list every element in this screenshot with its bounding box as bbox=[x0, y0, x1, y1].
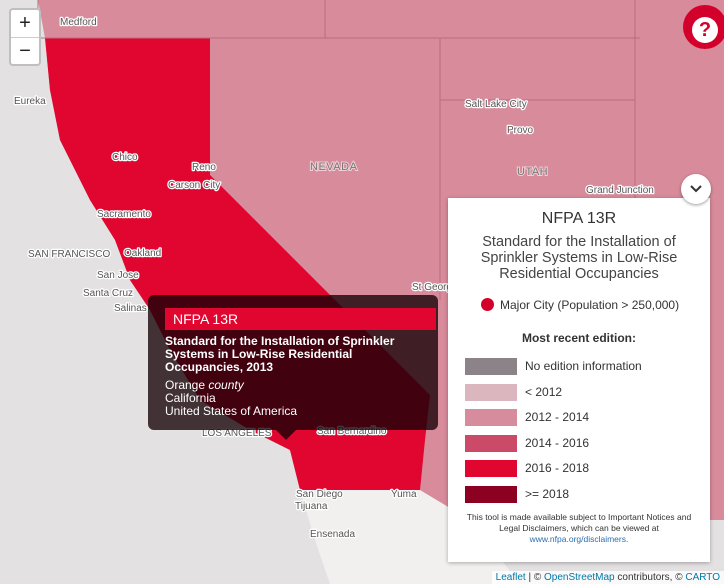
map-label: Carson City bbox=[168, 180, 220, 191]
legend-item: 2014 - 2016 bbox=[465, 434, 590, 452]
map-label: San Jose bbox=[97, 270, 139, 281]
map-label: Chico bbox=[112, 152, 138, 163]
map-label: NEVADA bbox=[310, 161, 358, 173]
help-icon: ? bbox=[692, 17, 718, 43]
major-city: Major City (Population > 250,000) bbox=[481, 298, 679, 312]
legend-subtitle: Standard for the Installation of Sprinkl… bbox=[480, 234, 678, 282]
legend-item: 2016 - 2018 bbox=[465, 460, 589, 477]
tooltip-county: Orange county bbox=[165, 378, 244, 392]
legend-item: No edition information bbox=[465, 358, 642, 375]
zoom-out[interactable]: − bbox=[19, 40, 31, 62]
map-label: Medford bbox=[60, 17, 97, 28]
legend-swatch bbox=[465, 358, 517, 375]
map-labels: Medford Eureka Chico Reno Carson City NEVADA S… bbox=[13, 16, 655, 542]
map-label: Tijuana bbox=[295, 501, 328, 512]
county-word: county bbox=[208, 378, 244, 392]
zoom-in[interactable]: + bbox=[11, 10, 39, 38]
leaflet-link[interactable]: Leaflet bbox=[495, 572, 526, 583]
legend-swatch bbox=[465, 409, 517, 426]
map-label: Grand Junction bbox=[586, 185, 654, 196]
osm-link[interactable]: OpenStreetMap bbox=[544, 572, 615, 583]
attribution: Leaflet | © OpenStreetMap contributors, … bbox=[491, 571, 724, 584]
legend-label: < 2012 bbox=[525, 384, 563, 399]
disclaimer-link[interactable]: www.nfpa.org/disclaimers. bbox=[529, 534, 629, 544]
legend-swatch bbox=[465, 434, 517, 452]
legend-swatch bbox=[465, 485, 517, 503]
major-city-label: Major City (Population > 250,000) bbox=[500, 298, 680, 312]
disclaimer: This tool is made available subject to I… bbox=[458, 512, 700, 545]
map-label: UTAH bbox=[517, 166, 548, 178]
zoom-control: + − bbox=[9, 8, 41, 66]
major-city-dot bbox=[481, 298, 494, 311]
tooltip-title: NFPA 13R bbox=[165, 308, 436, 330]
map-label: San Diego bbox=[296, 489, 343, 500]
legend-label: 2016 - 2018 bbox=[525, 461, 590, 475]
map-label: Sacramento bbox=[97, 209, 151, 220]
legend-item: >= 2018 bbox=[465, 485, 570, 503]
tooltip-state: California bbox=[165, 391, 216, 405]
legend-swatch bbox=[465, 460, 517, 477]
map-label: Ensenada bbox=[310, 529, 355, 540]
tooltip: NFPA 13R Standard for the Installation o… bbox=[148, 295, 438, 440]
legend-label: 2012 - 2014 bbox=[525, 410, 590, 424]
legend-label: 2014 - 2016 bbox=[525, 435, 590, 450]
disclaimer-text: This tool is made available subject to I… bbox=[466, 512, 692, 533]
map-label: Eureka bbox=[14, 96, 46, 107]
map-label: LOS ANGELES bbox=[202, 428, 272, 439]
map-label: Salt Lake City bbox=[465, 99, 527, 110]
tooltip-pointer bbox=[276, 430, 296, 440]
legend-item: < 2012 bbox=[465, 383, 563, 401]
map-label: Reno bbox=[192, 162, 216, 173]
map-label: Salinas bbox=[114, 303, 147, 314]
tooltip-country: United States of America bbox=[165, 404, 298, 418]
county-name: Orange bbox=[165, 378, 206, 392]
legend-swatch bbox=[465, 383, 517, 401]
legend-label: >= 2018 bbox=[525, 486, 570, 501]
attr-sep: | © bbox=[528, 572, 542, 583]
map-label: Oakland bbox=[124, 248, 161, 259]
map-label: Yuma bbox=[391, 489, 417, 500]
chevron-icon bbox=[690, 185, 702, 193]
legend-item: 2012 - 2014 bbox=[465, 409, 589, 426]
carto-link[interactable]: CARTO bbox=[685, 572, 720, 583]
legend-title: NFPA 13R bbox=[541, 210, 617, 227]
map-label: St George bbox=[412, 282, 458, 293]
attr-rest: contributors, © bbox=[617, 572, 683, 583]
map-label: Provo bbox=[507, 125, 534, 136]
collapse-button[interactable] bbox=[681, 174, 711, 204]
legend-label: No edition information bbox=[525, 359, 642, 373]
legend-heading: Most recent edition: bbox=[521, 331, 636, 345]
map-label: SAN FRANCISCO bbox=[28, 249, 110, 260]
help-button[interactable]: ? bbox=[683, 5, 724, 49]
legend-panel: NFPA 13R Standard for the Installation o… bbox=[448, 198, 710, 562]
map-label: Santa Cruz bbox=[83, 288, 133, 299]
chevron bbox=[690, 185, 702, 193]
tooltip-standard: Standard for the Installation of Sprinkl… bbox=[165, 334, 395, 374]
